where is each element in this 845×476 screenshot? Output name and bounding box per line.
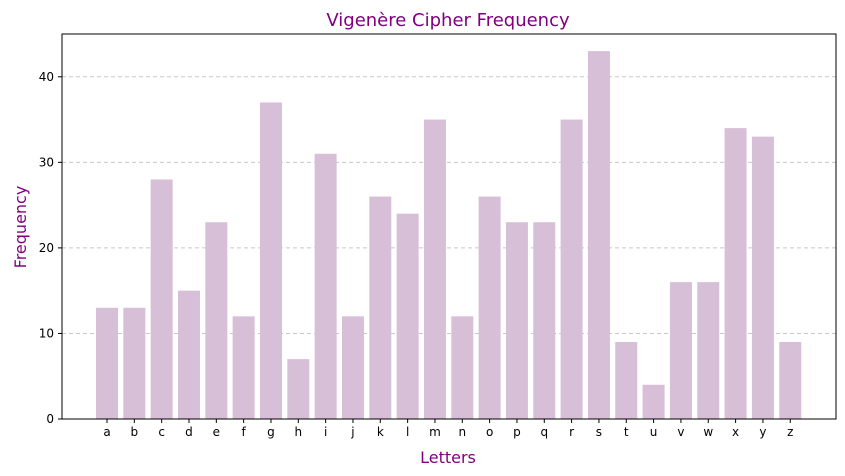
bars — [96, 51, 802, 420]
bar-v — [669, 282, 692, 419]
x-tick-label-t: t — [624, 425, 629, 439]
x-tick-label-v: v — [677, 425, 684, 439]
chart-title: Vigenère Cipher Frequency — [326, 10, 570, 31]
x-tick-label-y: y — [759, 425, 766, 439]
x-tick-label-j: j — [350, 425, 354, 439]
x-tick-label-g: g — [267, 425, 275, 439]
y-tick-label: 10 — [39, 326, 54, 340]
x-tick-label-d: d — [185, 425, 193, 439]
x-tick-label-s: s — [596, 425, 602, 439]
bar-d — [177, 290, 200, 419]
bar-w — [697, 282, 720, 419]
y-axis-ticks: 0 10 20 30 40 — [39, 70, 62, 426]
bar-i — [314, 153, 337, 419]
x-tick-label-i: i — [324, 425, 327, 439]
bar-f — [232, 316, 255, 419]
bar-m — [423, 119, 446, 420]
x-tick-label-r: r — [569, 425, 574, 439]
bar-g — [259, 102, 282, 419]
x-tick-label-w: w — [703, 425, 713, 439]
bar-a — [96, 307, 118, 419]
x-tick-label-p: p — [513, 425, 521, 439]
bar-t — [615, 342, 638, 419]
bar-l — [396, 213, 419, 419]
x-tick-label-a: a — [103, 425, 110, 439]
x-tick-label-z: z — [787, 425, 793, 439]
x-tick-label-n: n — [458, 425, 466, 439]
bar-c — [150, 179, 173, 419]
x-tick-label-f: f — [242, 425, 247, 439]
x-tick-label-q: q — [540, 425, 548, 439]
bar-j — [341, 316, 364, 419]
plot-frame — [61, 33, 837, 420]
x-tick-label-b: b — [131, 425, 139, 439]
bar-y — [751, 136, 774, 419]
bar-r — [560, 119, 583, 420]
x-tick-label-h: h — [295, 425, 303, 439]
x-tick-label-o: o — [486, 425, 493, 439]
bar-n — [451, 316, 474, 419]
bar-s — [587, 51, 610, 419]
x-axis-label: Letters — [420, 448, 476, 467]
y-axis-label: Frequency — [11, 186, 30, 269]
x-tick-label-u: u — [650, 425, 658, 439]
bar-p — [505, 222, 528, 419]
y-tick-label: 20 — [39, 241, 54, 255]
bar-b — [123, 307, 146, 419]
x-tick-label-c: c — [158, 425, 165, 439]
x-tick-label-l: l — [406, 425, 409, 439]
x-tick-label-x: x — [732, 425, 739, 439]
bar-u — [642, 384, 665, 419]
bar-h — [287, 359, 310, 419]
bar-e — [205, 222, 228, 419]
bar-q — [533, 222, 556, 419]
x-tick-label-e: e — [213, 425, 220, 439]
bar-z — [779, 342, 802, 419]
bar-o — [478, 196, 501, 419]
y-tick-label: 40 — [39, 70, 54, 84]
x-axis-ticks: a b c d e f g h i j k l m n o p q r s t u v w x y z — [103, 419, 793, 439]
x-tick-label-m: m — [429, 425, 441, 439]
x-tick-label-k: k — [377, 425, 384, 439]
y-tick-label: 0 — [46, 412, 54, 426]
bar-x — [724, 128, 747, 419]
y-tick-label: 30 — [39, 155, 54, 169]
bar-k — [369, 196, 392, 419]
